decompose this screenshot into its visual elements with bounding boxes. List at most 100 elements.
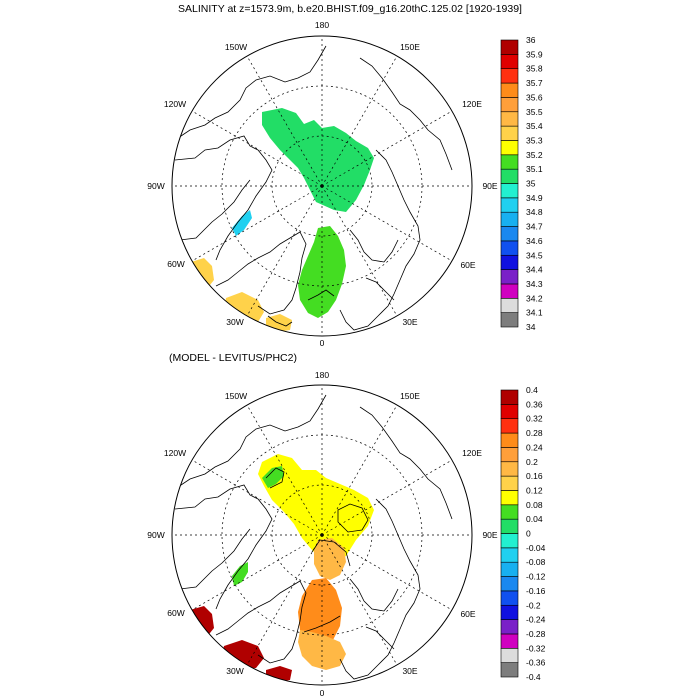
meridian-60e <box>321 534 453 611</box>
lon-label: 90E <box>482 181 497 191</box>
colorbar-label: 35.7 <box>526 78 543 88</box>
colorbar-swatch <box>500 590 519 606</box>
bering-field <box>330 28 342 36</box>
meridian-120e <box>321 110 453 187</box>
colorbar-label: 34.5 <box>526 250 543 260</box>
colorbar-label: 34.1 <box>526 308 543 318</box>
colorbar-swatch <box>500 197 519 213</box>
colorbar-swatch <box>500 68 519 84</box>
colorbar-label: -0.12 <box>526 572 546 582</box>
colorbar-swatch <box>500 533 519 549</box>
colorbar-swatch <box>500 240 519 256</box>
colorbar-label: 36 <box>526 35 536 45</box>
colorbar-swatch <box>500 561 519 577</box>
colorbar-label: -0.08 <box>526 557 546 567</box>
colorbar-swatch <box>500 404 519 420</box>
landmass-outline-america <box>174 45 327 315</box>
colorbar-swatch <box>500 312 519 328</box>
colorbar-swatch <box>500 619 519 635</box>
colorbar-label: -0.28 <box>526 629 546 639</box>
lon-label: 60W <box>167 608 184 618</box>
meridian-30w <box>246 534 323 666</box>
colorbar-label: 0.12 <box>526 485 543 495</box>
lon-label: 120W <box>164 448 186 458</box>
colorbar-label: 35.3 <box>526 135 543 145</box>
colorbar-swatch <box>500 518 519 534</box>
colorbar-swatch <box>500 254 519 270</box>
colorbar-salinity: 36 35.9 35.8 35.7 35.6 35.5 35.4 35.3 35.2 35.1 35… <box>500 35 543 332</box>
colorbar-swatch <box>500 490 519 506</box>
figure-title: SALINITY at z=1573.9m, b.e20.BHIST.f09_g… <box>178 3 522 15</box>
meridian-60w <box>191 534 323 611</box>
colorbar-label: 34.4 <box>526 265 543 275</box>
landmass-outline-eurasia <box>339 406 453 680</box>
graticule <box>172 385 472 685</box>
colorbar-label: 35.4 <box>526 121 543 131</box>
colorbar-swatch <box>500 297 519 313</box>
colorbar-label: 0.08 <box>526 500 543 510</box>
colorbar-label: 35.5 <box>526 107 543 117</box>
colorbar-label: 34.6 <box>526 236 543 246</box>
lon-label: 90W <box>147 530 164 540</box>
meridian-150e <box>321 404 398 536</box>
labrador-sea-field <box>180 258 214 292</box>
colorbar-label: 0.32 <box>526 414 543 424</box>
colorbar-swatch <box>500 54 519 69</box>
meridian-150w <box>246 55 323 187</box>
colorbar-swatch <box>500 547 519 563</box>
colorbar-label: -0.04 <box>526 543 546 553</box>
landmass-outline-america <box>174 394 327 664</box>
landmass-outline-eurasia <box>339 57 453 331</box>
colorbar-swatch <box>500 111 519 127</box>
lon-label: 0 <box>320 338 325 348</box>
colorbar-swatch <box>500 283 519 299</box>
colorbar-swatch <box>500 633 519 649</box>
colorbar-label: 0.24 <box>526 442 543 452</box>
colorbar-swatch <box>500 418 519 434</box>
meridian-60e <box>321 185 453 262</box>
lon-label: 180 <box>315 370 329 380</box>
colorbar-label: 0.2 <box>526 457 538 467</box>
top-map: 180 150E 120E 90E 60E 30E 0 30W 60W 90W … <box>147 20 498 348</box>
lon-labels: 180 150E 120E 90E 60E 30E 0 30W 60W 90W … <box>147 20 498 348</box>
colorbar-swatch <box>500 647 519 663</box>
meridian-150e <box>321 55 398 187</box>
colorbar-label: -0.32 <box>526 643 546 653</box>
lon-label: 30E <box>402 317 417 327</box>
colorbar-label: -0.4 <box>526 672 541 682</box>
colorbar-label: 34.9 <box>526 193 543 203</box>
meridian-30e <box>321 185 398 317</box>
colorbar-swatch <box>500 662 519 678</box>
colorbar-label: 0.36 <box>526 399 543 409</box>
fram-strait-field <box>314 538 346 580</box>
colorbar-swatch <box>500 576 519 592</box>
colorbar-label: 35 <box>526 179 536 189</box>
colorbar-swatch <box>500 269 519 285</box>
colorbar-swatch <box>500 604 519 620</box>
colorbar-swatch <box>500 125 519 141</box>
lon-label: 120W <box>164 99 186 109</box>
arctic-basin-field <box>262 108 374 212</box>
lon-label: 60E <box>460 260 475 270</box>
graticule <box>172 36 472 336</box>
colorbar-label: 0 <box>526 529 531 539</box>
meridian-30w <box>246 185 323 317</box>
colorbar-swatch <box>500 211 519 227</box>
colorbar-swatch <box>500 39 519 55</box>
baffin-bay-field <box>232 562 248 586</box>
bottom-map: 180 150E 120E 90E 60E 30E 0 30W 60W 90W … <box>147 370 498 698</box>
lon-label: 120E <box>462 448 482 458</box>
map-border <box>171 35 473 337</box>
lon-label: 90E <box>482 530 497 540</box>
colorbar-swatch <box>500 183 519 199</box>
lon-label: 150E <box>400 391 420 401</box>
colorbar-swatch <box>500 97 519 113</box>
colorbar-label: 34.7 <box>526 222 543 232</box>
lon-label: 60W <box>167 259 184 269</box>
meridian-30e <box>321 534 398 666</box>
colorbar-label: 35.8 <box>526 64 543 74</box>
lon-label: 30E <box>402 666 417 676</box>
colorbar-swatch <box>500 226 519 242</box>
colorbar-label: 0.16 <box>526 471 543 481</box>
